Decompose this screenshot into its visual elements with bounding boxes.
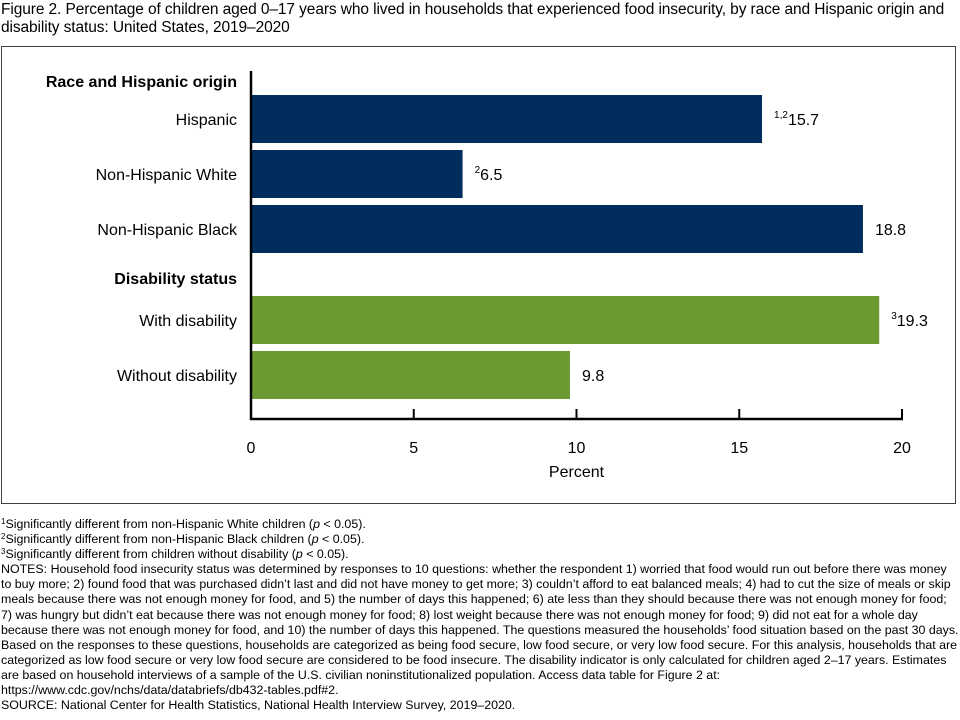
value-label: 18.8: [875, 222, 906, 239]
bar: [252, 351, 570, 399]
category-label: Hispanic: [176, 112, 237, 129]
notes-text: NOTES: Household food insecurity status …: [1, 562, 959, 698]
figure-title: Figure 2. Percentage of children aged 0–…: [1, 1, 945, 36]
value-label: 1,215.7: [774, 110, 819, 129]
source-text: SOURCE: National Center for Health Stati…: [1, 698, 516, 713]
bar: [252, 296, 880, 344]
footnote-1: 1Significantly different from non-Hispan…: [1, 517, 366, 531]
x-tick-label: 10: [568, 440, 586, 457]
bar: [252, 205, 863, 253]
footnote-3: 3Significantly different from children w…: [1, 547, 349, 562]
group-label: Race and Hispanic origin: [46, 74, 237, 91]
bar-chart: Race and Hispanic origin Hispanic 1,215.7 N…: [46, 71, 928, 481]
chart-frame: [1, 46, 956, 504]
group-label: Disability status: [114, 271, 237, 288]
value-label: 26.5: [475, 165, 503, 184]
category-label: Without disability: [117, 368, 237, 385]
value-label: 319.3: [891, 311, 928, 330]
category-label: Non-Hispanic White: [96, 167, 237, 184]
category-label: With disability: [139, 313, 237, 330]
footnotes-block: 1Significantly different from non-Hispan…: [1, 517, 959, 713]
category-label: Non-Hispanic Black: [97, 222, 238, 239]
x-tick-label: 15: [730, 440, 748, 457]
x-tick-label: 5: [409, 440, 418, 457]
x-tick-label: 20: [893, 440, 911, 457]
footnote-2: 2Significantly different from non-Hispan…: [1, 532, 365, 547]
bar: [252, 150, 463, 198]
x-axis-title: Percent: [549, 464, 605, 481]
bar: [252, 95, 763, 143]
value-label: 9.8: [582, 368, 604, 385]
x-tick-label: 0: [247, 440, 256, 457]
